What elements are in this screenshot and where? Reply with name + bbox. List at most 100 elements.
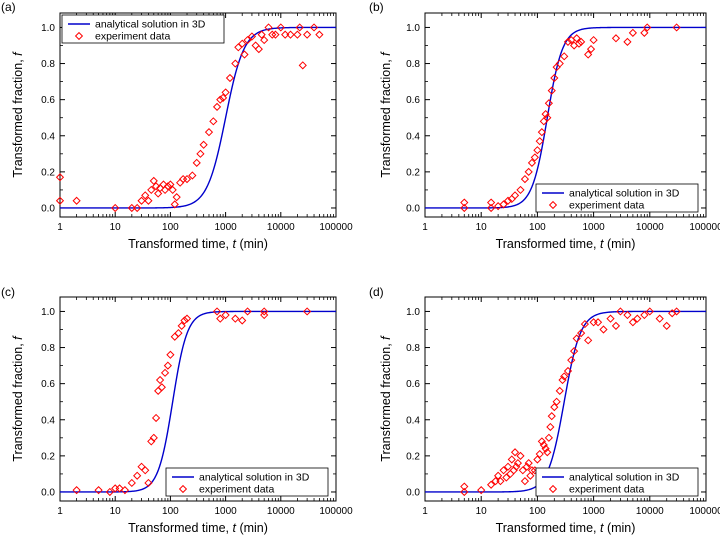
data-point	[611, 321, 621, 330]
data-point	[238, 39, 247, 48]
x-tick-label: 10000	[636, 506, 664, 517]
data-point	[149, 176, 158, 186]
y-axis-label-text: Transformed fraction,	[11, 56, 25, 178]
data-point	[105, 487, 114, 497]
data-point	[303, 30, 312, 39]
y-axis-label: Transformed fraction, f	[379, 51, 393, 178]
data-point	[577, 37, 586, 46]
plot-frame	[424, 296, 707, 502]
data-point	[499, 200, 508, 209]
y-tick-label: 0.2	[41, 451, 55, 462]
y-tick-label: 0.8	[41, 59, 55, 70]
legend-marker-swatch	[548, 484, 558, 494]
data-point	[174, 328, 183, 338]
legend-marker-swatch	[178, 484, 188, 494]
data-point	[606, 314, 615, 323]
x-axis-label: Transformed time, t (min)	[496, 237, 636, 251]
data-point	[151, 413, 161, 423]
data-point	[271, 30, 280, 39]
data-point	[586, 44, 596, 54]
x-axis-label: Transformed time, t (min)	[128, 521, 268, 535]
analytical-curve	[60, 26, 336, 209]
x-axis-label-text: Transformed time,	[496, 521, 600, 535]
data-point	[293, 30, 302, 39]
data-point	[643, 23, 652, 32]
data-point	[616, 307, 625, 316]
y-tick-label: 0.6	[41, 95, 55, 106]
data-point	[460, 482, 469, 491]
data-point	[577, 328, 586, 338]
legend-entry-points: experiment data	[569, 200, 644, 212]
experiment-points	[72, 307, 312, 497]
legend-marker-swatch	[74, 31, 84, 41]
data-point	[623, 310, 632, 320]
data-point	[281, 30, 290, 39]
data-point	[544, 99, 553, 108]
data-point	[188, 171, 197, 180]
data-point	[295, 23, 304, 32]
data-point	[543, 448, 552, 457]
data-point	[257, 30, 266, 39]
data-point	[524, 167, 533, 176]
data-point	[527, 466, 537, 475]
x-tick-label: 1000	[214, 506, 237, 517]
data-point	[137, 462, 146, 471]
legend-entry-points: experiment data	[199, 484, 274, 496]
y-tick-label: 0.8	[41, 343, 55, 354]
data-point	[570, 347, 579, 356]
y-tick-label: 1.0	[406, 307, 420, 318]
x-tick-label: 10	[476, 222, 488, 233]
plot-frame	[59, 12, 337, 218]
data-point	[120, 486, 130, 495]
data-point	[503, 196, 513, 205]
data-point	[510, 448, 520, 457]
data-point	[177, 321, 186, 330]
data-point	[154, 189, 163, 198]
legend-entry-curve: analytical solution in 3D	[569, 472, 680, 484]
data-point	[243, 307, 252, 316]
panel-label: (c)	[1, 285, 15, 299]
x-tick-label: 1	[57, 506, 63, 517]
y-tick-label: 0.6	[406, 95, 420, 106]
data-point	[539, 440, 548, 450]
data-point	[518, 466, 527, 475]
data-point	[147, 185, 156, 195]
x-axis-label-var: t	[600, 521, 604, 535]
x-axis-label-var: t	[600, 237, 604, 251]
data-point	[127, 478, 136, 488]
data-point	[276, 23, 285, 32]
y-axis-label-var: f	[379, 51, 393, 56]
x-axis-label-var: t	[233, 521, 237, 535]
data-point	[550, 403, 559, 412]
data-point	[144, 196, 153, 205]
data-point	[149, 433, 158, 442]
data-point	[180, 316, 189, 325]
data-point	[533, 146, 542, 155]
data-point	[231, 59, 240, 68]
x-tick-label: 1000	[582, 222, 605, 233]
data-point	[225, 73, 235, 83]
y-tick-label: 0.4	[406, 131, 420, 142]
y-tick-label: 0.2	[41, 167, 55, 178]
legend-box	[61, 14, 225, 44]
data-point	[168, 185, 177, 195]
y-axis-label: Transformed fraction, f	[379, 335, 393, 462]
data-point	[298, 61, 307, 70]
data-point	[672, 307, 681, 316]
legend-box	[535, 183, 699, 213]
data-point	[520, 174, 530, 184]
data-point	[599, 325, 608, 334]
legend-entry-points: experiment data	[95, 31, 170, 43]
data-point	[166, 180, 175, 189]
data-point	[524, 458, 533, 468]
data-point	[486, 198, 496, 207]
analytical-curve	[60, 310, 336, 493]
legend-box	[535, 467, 699, 497]
data-point	[541, 109, 550, 119]
x-tick-label: 100	[162, 222, 179, 233]
x-axis-label: Transformed time, t (min)	[128, 237, 268, 251]
data-point	[611, 34, 621, 43]
x-tick-label: 10000	[267, 222, 295, 233]
legend-marker-swatch	[548, 200, 558, 210]
